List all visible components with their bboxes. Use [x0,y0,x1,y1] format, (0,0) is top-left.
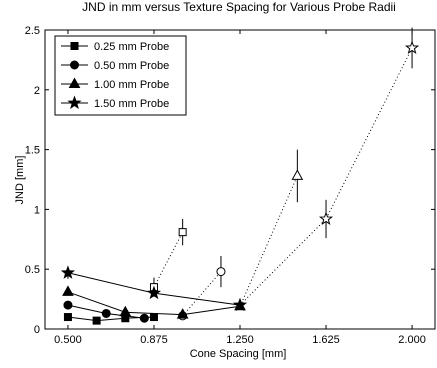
legend-label: 0.25 mm Probe [94,41,169,53]
data-point [63,313,72,322]
x-tick-label: 0.875 [140,334,168,346]
x-tick-label: 1.625 [312,334,340,346]
data-point [63,300,73,310]
series-layer [60,27,420,325]
data-point [101,308,111,318]
y-tick-label: 1.5 [25,145,40,157]
y-tick-label: 2 [34,85,40,97]
series-2-dotted-line [182,271,222,317]
x-tick-label: 1.250 [226,334,254,346]
data-point [92,316,101,325]
data-point [60,265,76,279]
data-point-open [216,267,226,277]
data-point [146,285,162,300]
data-point-open [178,228,187,237]
data-point [139,313,149,323]
series-4-dotted-line [239,47,413,306]
x-tick-label: 0.500 [54,334,82,346]
legend-marker [68,77,81,88]
y-tick-label: 1 [34,204,40,216]
data-point [232,297,248,312]
legend-label: 0.50 mm Probe [94,60,169,72]
chart-title: JND in mm versus Texture Spacing for Var… [82,0,396,14]
legend-label: 1.50 mm Probe [94,98,169,110]
legend-label: 1.00 mm Probe [94,79,169,91]
data-point [176,308,189,319]
data-point-open [318,211,334,225]
series-1-dotted-line [153,231,184,288]
data-point-open [404,40,420,54]
series-3-solid-line [67,291,241,316]
legend: 0.25 mm Probe 0.50 mm Probe 1.00 mm Probe 1… [54,35,187,116]
x-tick-label: 2.000 [398,334,426,346]
series-4 [60,27,420,312]
y-tick-label: 2.5 [25,25,40,37]
legend-marker [70,60,79,70]
series-3-dotted-line [239,175,298,307]
y-tick-label: 0.5 [25,264,40,276]
x-axis-title: Cone Spacing [mm] [190,348,287,360]
y-axis-title: JND [mm] [14,156,26,205]
data-point [62,285,74,296]
y-tick-label: 0 [34,324,40,336]
data-point-open [291,169,304,180]
legend-marker [70,42,79,50]
legend-marker [67,95,82,110]
series-3 [62,149,304,319]
data-point [149,313,158,322]
data-point [119,305,132,317]
axes: 0.500 0.875 1.250 1.625 2.000 0 0.5 1 1.5 2 2.5 [25,25,436,346]
